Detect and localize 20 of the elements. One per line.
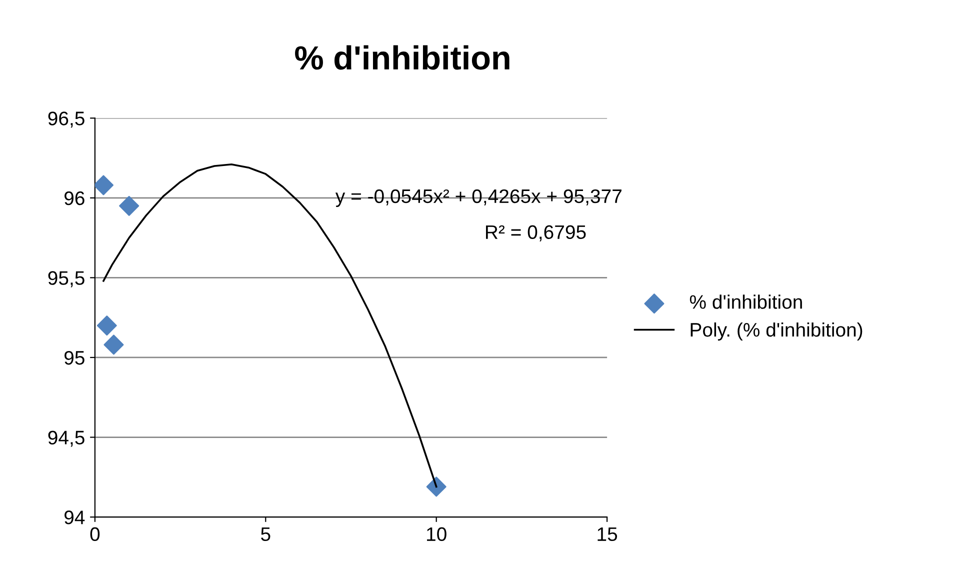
legend-label: % d'inhibition: [690, 294, 802, 309]
point: [96, 316, 117, 336]
x-tick-label: 5: [261, 527, 270, 542]
y-tick-label: 94: [64, 510, 85, 524]
y-tick-label: 96,5: [48, 112, 84, 128]
x-tick-label: 15: [598, 527, 618, 542]
legend-label: Poly. (% d'inhibition): [690, 322, 862, 341]
y-tick-label: 94,5: [48, 430, 84, 447]
point: [426, 476, 446, 497]
annotation: R² = 0,6795: [486, 225, 586, 242]
point: [94, 175, 114, 196]
y-tick-label: 96: [64, 191, 84, 206]
point: [104, 334, 124, 355]
point: [119, 196, 140, 216]
x-tick-label: 10: [427, 527, 446, 542]
y-tick-label: 95: [64, 350, 84, 365]
chart-title: % d'inhibition: [295, 45, 510, 70]
annotation: y = -0,0545x² + 0,4265x + 95,377: [335, 189, 622, 207]
y-tick-label: 95,5: [48, 271, 84, 288]
x-tick-label: 0: [90, 527, 100, 542]
